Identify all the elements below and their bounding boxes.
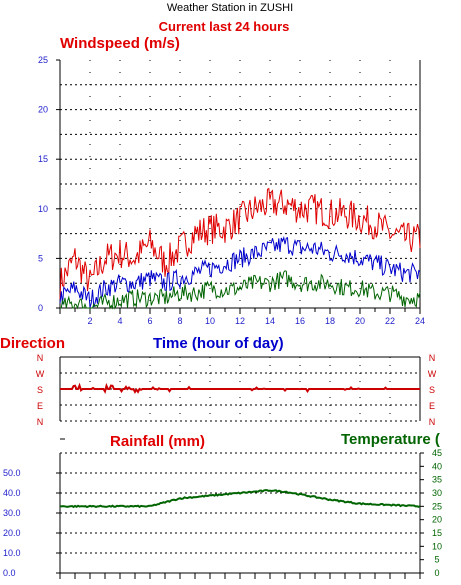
direction-left-label: E — [37, 401, 43, 411]
temperature-title: Temperature ( — [341, 431, 440, 448]
wind-x-tick-label: 14 — [265, 316, 275, 326]
direction-right-label: N — [429, 353, 436, 363]
wind-x-tick-label: 24 — [415, 316, 425, 326]
wind-x-tick-label: 8 — [177, 316, 182, 326]
direction-right-label: N — [429, 417, 436, 427]
direction-right-label: W — [428, 369, 437, 379]
temp-y-tick-label: 15 — [432, 528, 442, 538]
wind-y-tick-label: 0 — [38, 303, 43, 313]
wind-x-tick-label: 16 — [295, 316, 305, 326]
page-subtitle: Current last 24 hours — [159, 19, 290, 34]
wind-x-tick-label: 12 — [235, 316, 245, 326]
temp-y-tick-label: 25 — [432, 501, 442, 511]
time-axis-label: Time (hour of day) — [153, 335, 284, 352]
direction-series-line — [60, 382, 420, 395]
wind-y-tick-label: 25 — [38, 55, 48, 65]
temp-y-tick-label: 10 — [432, 541, 442, 551]
wind-y-tick-label: 5 — [38, 253, 43, 263]
direction-left-label: N — [37, 417, 44, 427]
direction-title: Direction — [0, 335, 65, 352]
temp-y-tick-label: 45 — [432, 448, 442, 458]
temp-y-tick-label: 20 — [432, 515, 442, 525]
page-title: Weather Station in ZUSHI — [167, 2, 293, 14]
windspeed-title: Windspeed (m/s) — [60, 35, 180, 52]
temp-y-tick-label: 40 — [432, 461, 442, 471]
rain-y-tick-label: 40.0 — [3, 488, 21, 498]
wind-x-tick-label: 20 — [355, 316, 365, 326]
wind-y-tick-label: 15 — [38, 154, 48, 164]
rain-y-tick-label: 20.0 — [3, 528, 21, 538]
direction-right-label: S — [429, 385, 435, 395]
wind-series-line-2 — [60, 270, 421, 310]
temp-y-tick-label: 5 — [434, 555, 439, 565]
rainfall-title: Rainfall (mm) — [110, 433, 205, 450]
wind-x-tick-label: 2 — [87, 316, 92, 326]
direction-left-label: S — [37, 385, 43, 395]
rain-y-tick-label: 50.0 — [3, 468, 21, 478]
wind-x-tick-label: 18 — [325, 316, 335, 326]
rain-y-tick-label: 30.0 — [3, 508, 21, 518]
wind-y-tick-label: 10 — [38, 204, 48, 214]
wind-series-line-0 — [59, 187, 421, 300]
direction-left-label: N — [37, 353, 44, 363]
wind-y-tick-label: 20 — [38, 105, 48, 115]
wind-x-tick-label: 22 — [385, 316, 395, 326]
wind-x-tick-label: 4 — [117, 316, 122, 326]
temp-y-tick-label: 0 — [434, 568, 439, 578]
direction-left-label: W — [36, 369, 45, 379]
temp-y-tick-label: 30 — [432, 488, 442, 498]
rain-y-tick-label: 10.0 — [3, 548, 21, 558]
temperature-series-line — [59, 489, 421, 509]
wind-x-tick-label: 6 — [147, 316, 152, 326]
direction-right-label: E — [429, 401, 435, 411]
temp-y-tick-label: 35 — [432, 475, 442, 485]
wind-x-tick-label: 10 — [205, 316, 215, 326]
rain-y-tick-label: 0.0 — [3, 568, 16, 578]
wind-series-line-1 — [59, 235, 421, 308]
